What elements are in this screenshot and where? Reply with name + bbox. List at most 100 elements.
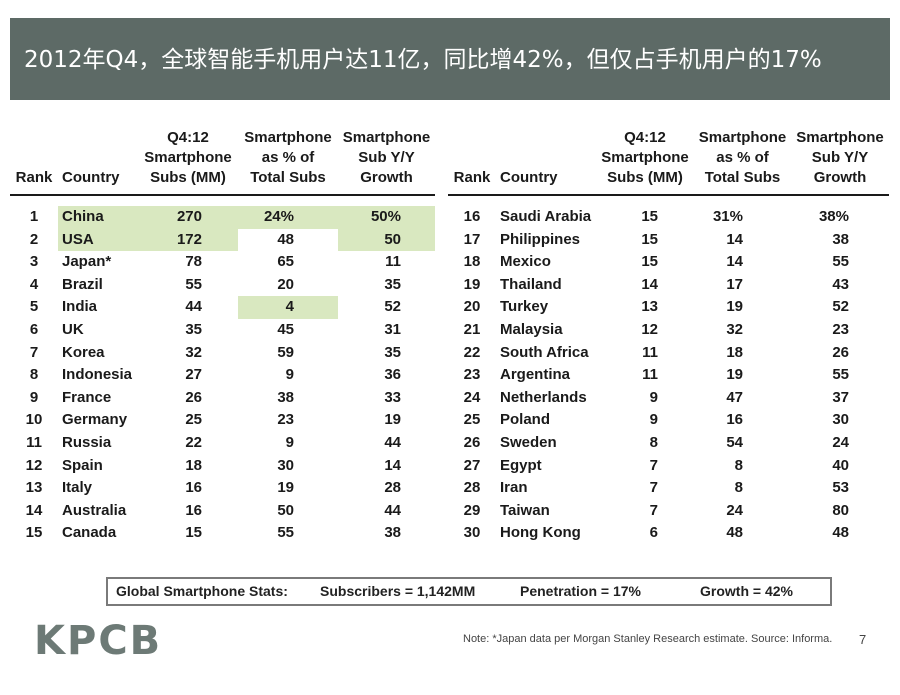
cell-growth: 26 [832, 343, 849, 361]
right-data-table: Rank Country Q4:12 Smartphone Subs (MM) Sm… [448, 128, 889, 545]
cell-rank: 12 [25, 456, 43, 474]
cell-country: Malaysia [500, 320, 563, 338]
cell-subs: 15 [185, 524, 202, 542]
cell-growth: 40 [832, 456, 849, 474]
cell-pct: 14 [726, 253, 743, 271]
table-row: 15 Canada 15 55 38 [10, 522, 435, 545]
cell-subs: 32 [185, 343, 202, 361]
table-row: 28 Iran 7 8 53 [448, 477, 889, 500]
cell-rank: 16 [463, 208, 481, 225]
page-title: 2012年Q4，全球智能手机用户达11亿，同比增42%，但仅占手机用户的17% [24, 47, 822, 73]
cell-rank: 3 [29, 253, 39, 271]
cell-rank: 4 [29, 275, 39, 293]
stats-penetration: Penetration = 17% [520, 583, 641, 599]
cell-subs: 8 [649, 433, 658, 451]
cell-subs: 44 [185, 298, 202, 316]
pct-header: Smartphone as % of Total Subs [238, 128, 338, 196]
cell-pct: 45 [277, 320, 294, 338]
cell-country: Brazil [62, 275, 103, 293]
right-table-header-row: Rank Country Q4:12 Smartphone Subs (MM) Sm… [448, 128, 889, 196]
cell-country: Mexico [500, 253, 551, 271]
cell-subs: 78 [185, 253, 202, 271]
cell-growth: 55 [832, 253, 849, 271]
table-row: 29 Taiwan 7 24 80 [448, 500, 889, 523]
cell-growth: 19 [384, 411, 401, 429]
cell-rank: 17 [463, 230, 481, 248]
cell-growth: 38 [384, 524, 401, 542]
cell-growth: 24 [832, 433, 849, 451]
cell-rank: 22 [463, 343, 481, 361]
cell-growth: 28 [384, 479, 401, 497]
growth-header: Smartphone Sub Y/Y Growth [791, 128, 889, 196]
cell-growth: 48 [832, 524, 849, 542]
cell-country: China [58, 206, 138, 229]
table-row: 21 Malaysia 12 32 23 [448, 319, 889, 342]
left-data-table: Rank Country Q4:12 Smartphone Subs (MM) Sm… [10, 128, 435, 545]
cell-subs: 9 [649, 388, 658, 406]
cell-pct: 19 [726, 366, 743, 384]
cell-pct: 19 [277, 479, 294, 497]
cell-pct: 31% [712, 208, 743, 225]
cell-pct: 59 [277, 343, 294, 361]
cell-country: Korea [62, 343, 105, 361]
cell-rank: 29 [463, 501, 481, 519]
table-row: 22 South Africa 11 18 26 [448, 342, 889, 365]
cell-rank: 27 [463, 456, 481, 474]
country-header: Country [58, 128, 138, 196]
cell-country: Hong Kong [500, 524, 581, 542]
cell-growth: 52 [384, 298, 401, 316]
cell-pct: 8 [734, 479, 743, 497]
cell-rank: 26 [463, 433, 481, 451]
cell-pct: 48 [277, 230, 294, 248]
table-row: 19 Thailand 14 17 43 [448, 274, 889, 297]
cell-rank: 5 [29, 298, 39, 316]
cell-growth: 44 [384, 433, 401, 451]
cell-growth: 43 [832, 275, 849, 293]
cell-growth: 35 [384, 275, 401, 293]
cell-growth: 36 [384, 366, 401, 384]
cell-country: Argentina [500, 366, 571, 384]
table-row: 5 India 44 4 52 [10, 296, 435, 319]
cell-subs: 16 [185, 479, 202, 497]
cell-pct: 38 [277, 388, 294, 406]
table-row: 25 Poland 9 16 30 [448, 409, 889, 432]
cell-country: Netherlands [500, 388, 587, 406]
cell-pct: 19 [726, 298, 743, 316]
cell-growth: 30 [832, 411, 849, 429]
cell-growth: 11 [385, 253, 401, 271]
cell-subs: 15 [641, 253, 658, 271]
table-row: 23 Argentina 11 19 55 [448, 364, 889, 387]
cell-pct: 48 [726, 524, 743, 542]
stats-growth: Growth = 42% [700, 583, 793, 599]
cell-subs: 7 [649, 479, 658, 497]
table-row: 13 Italy 16 19 28 [10, 477, 435, 500]
cell-pct: 54 [726, 433, 743, 451]
cell-rank: 1 [29, 208, 39, 225]
global-stats-box: Global Smartphone Stats: Subscribers = 1… [106, 577, 832, 606]
cell-rank: 8 [29, 366, 39, 384]
cell-country: South Africa [500, 343, 589, 361]
table-row: 3 Japan* 78 65 11 [10, 251, 435, 274]
cell-subs: 15 [641, 208, 658, 225]
page-number: 7 [859, 632, 867, 647]
cell-country: USA [58, 228, 138, 252]
cell-pct: 8 [734, 456, 743, 474]
cell-pct: 4 [238, 296, 338, 319]
cell-subs: 9 [649, 411, 658, 429]
cell-pct: 24 [726, 501, 743, 519]
cell-pct: 47 [726, 388, 743, 406]
cell-subs: 15 [641, 230, 658, 248]
cell-growth: 80 [832, 501, 849, 519]
cell-rank: 24 [463, 388, 481, 406]
cell-country: Poland [500, 411, 551, 429]
cell-growth: 33 [384, 388, 401, 406]
cell-subs: 27 [185, 366, 202, 384]
cell-growth: 50 [338, 228, 435, 252]
cell-pct: 14 [726, 230, 743, 248]
cell-rank: 6 [29, 320, 39, 338]
cell-subs: 270 [138, 206, 238, 229]
cell-pct: 23 [277, 411, 294, 429]
cell-subs: 13 [641, 298, 658, 316]
cell-country: Saudi Arabia [500, 208, 592, 225]
cell-pct: 20 [277, 275, 294, 293]
